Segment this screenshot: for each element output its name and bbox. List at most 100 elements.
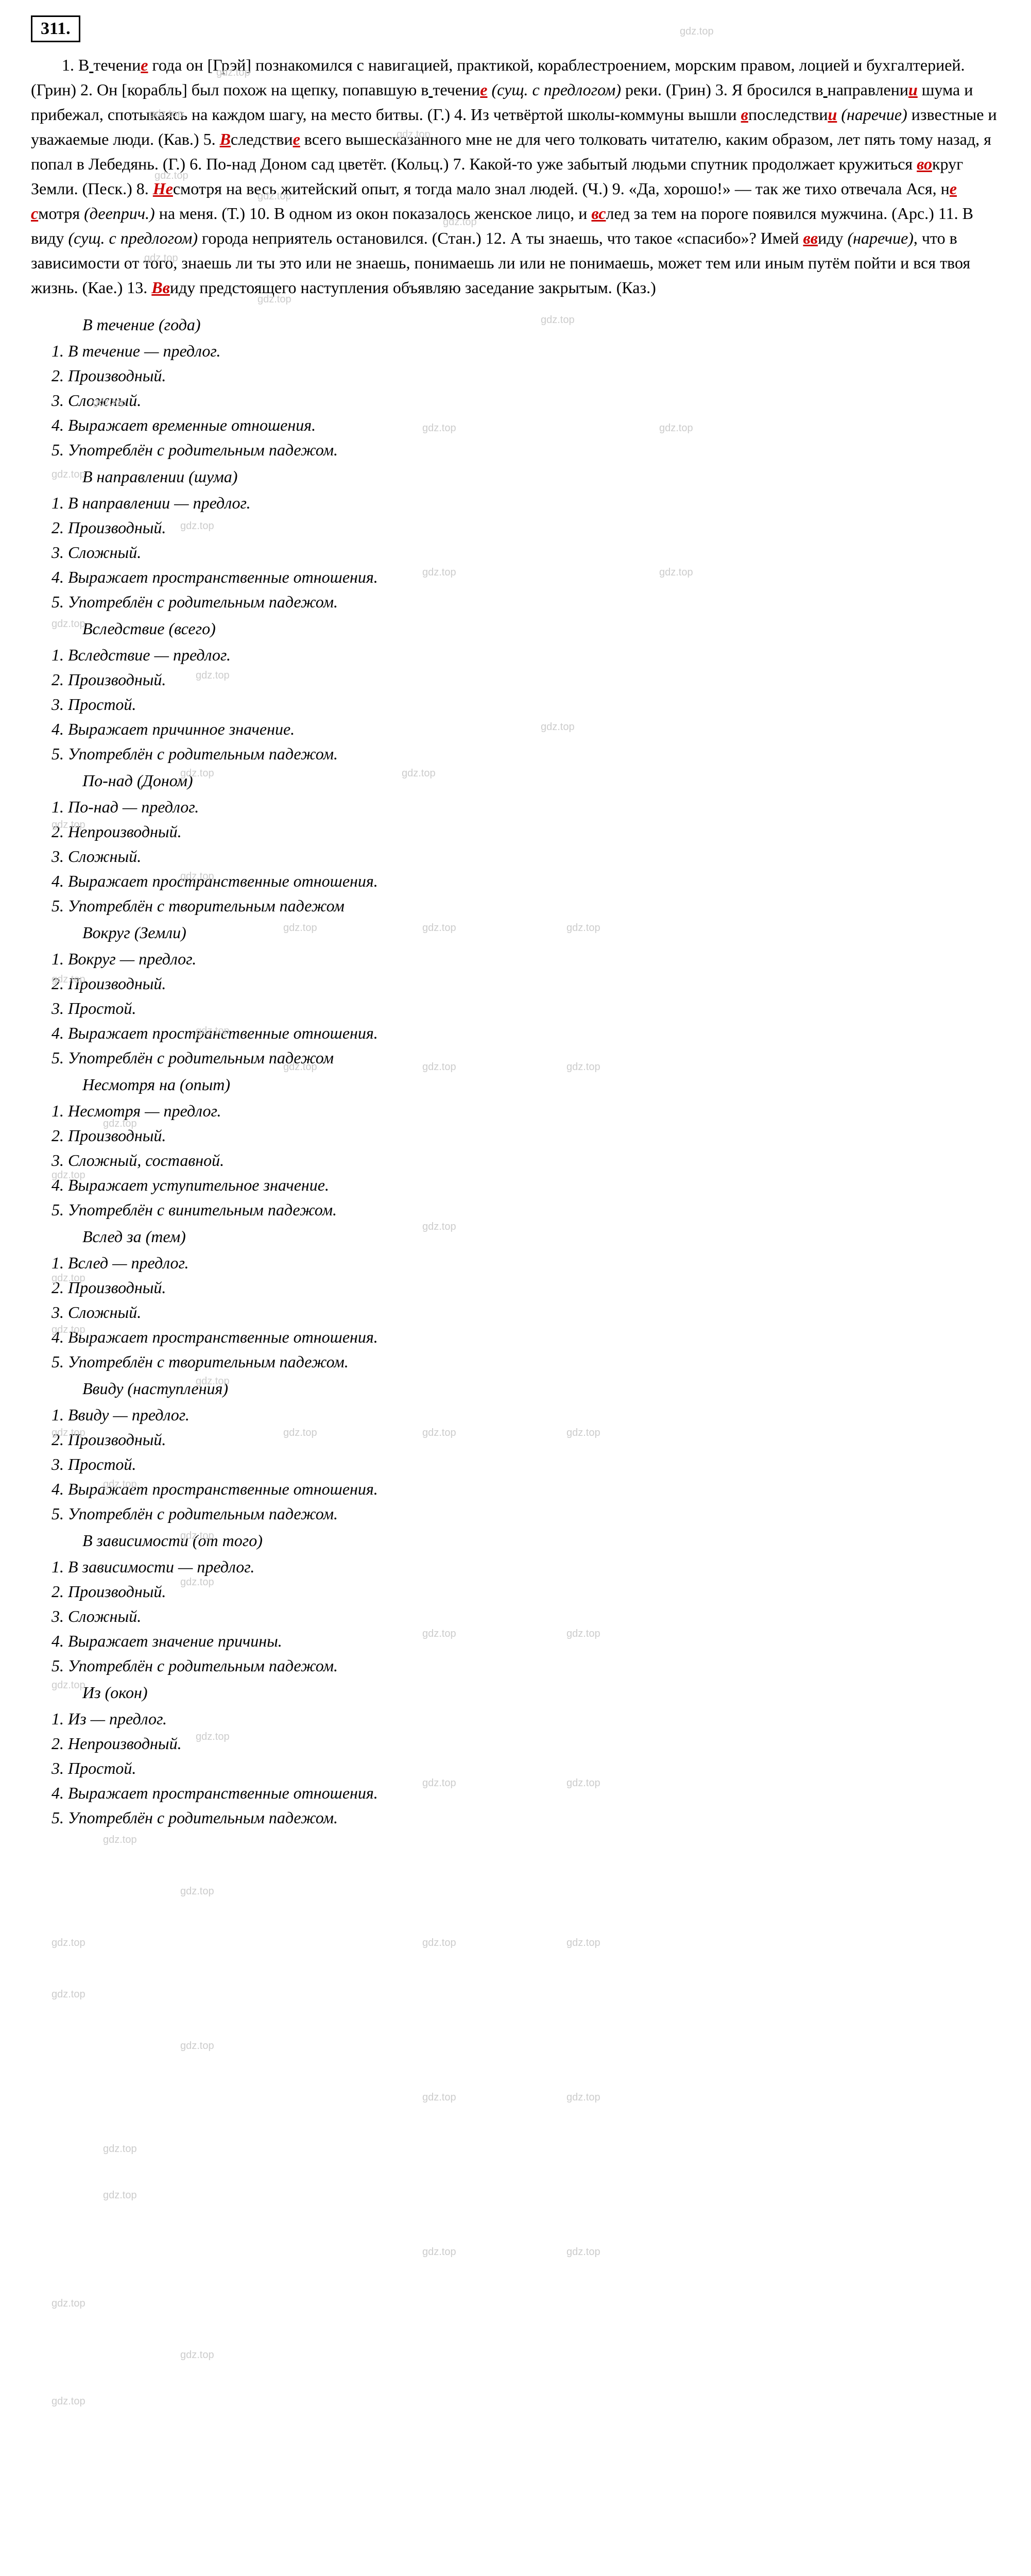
text-segment: (дееприч.) <box>84 204 155 223</box>
watermark-text: gdz.top <box>51 2298 85 2310</box>
analysis-item: 2. Непроизводный. <box>51 1731 1000 1756</box>
analysis-item: 5. Употреблён с творительным падежом. <box>51 1349 1000 1374</box>
main-paragraph: 1. В течение года он [Грэй] познакомился… <box>31 53 1000 300</box>
analysis-item: 4. Выражает пространственные отношения. <box>51 1477 1000 1501</box>
analysis-item: 5. Употреблён с родительным падежом. <box>51 741 1000 766</box>
analysis-item: 2. Производный. <box>51 1579 1000 1604</box>
text-segment: с <box>31 204 38 223</box>
watermark-text: gdz.top <box>103 1834 137 1846</box>
analysis-item: 4. Выражает пространственные отношения. <box>51 1325 1000 1349</box>
watermark-text: gdz.top <box>180 2349 214 2361</box>
analysis-item: 3. Простой. <box>51 1756 1000 1781</box>
watermark-text: gdz.top <box>566 1937 600 1949</box>
text-segment: иду <box>818 229 847 247</box>
text-segment: смотря на весь житейский опыт, я тогда м… <box>173 179 950 198</box>
text-segment: 1. В <box>62 56 89 74</box>
analysis-item: 1. Вследствие — предлог. <box>51 642 1000 667</box>
text-segment: Вв <box>151 278 170 297</box>
analysis-title: Несмотря на (опыт) <box>82 1075 1000 1094</box>
analysis-item: 2. Производный. <box>51 363 1000 388</box>
analysis-item: 2. Непроизводный. <box>51 819 1000 844</box>
analysis-item: 1. По-над — предлог. <box>51 794 1000 819</box>
analysis-title: Вокруг (Земли) <box>82 923 1000 942</box>
text-segment: В <box>220 130 231 148</box>
text-segment: реки. (Грин) 3. Я бросился в <box>621 80 823 99</box>
text-segment: мотря <box>38 204 84 223</box>
text-segment: течени <box>93 56 141 74</box>
text-segment: (наречие) <box>847 229 913 247</box>
analysis-item: 2. Производный. <box>51 971 1000 996</box>
analysis-item: 5. Употреблён с родительным падежом. <box>51 589 1000 614</box>
text-segment: е <box>950 179 957 198</box>
analysis-item: 5. Употреблён с родительным падежом. <box>51 1805 1000 1830</box>
analysis-item: 4. Выражает пространственные отношения. <box>51 1781 1000 1805</box>
text-segment: на меня. (Т.) 10. В одном из окон показа… <box>155 204 592 223</box>
analysis-title: Вслед за (тем) <box>82 1227 1000 1246</box>
analysis-item: 4. Выражает значение причины. <box>51 1629 1000 1653</box>
text-segment: вв <box>803 229 818 247</box>
analysis-item: 3. Сложный. <box>51 1604 1000 1629</box>
watermark-text: gdz.top <box>180 1886 214 1897</box>
text-segment: и <box>828 105 837 124</box>
watermark-text: gdz.top <box>422 1937 456 1949</box>
text-segment: течени <box>433 80 480 99</box>
analysis-item: 3. Сложный. <box>51 540 1000 565</box>
analysis-item: 4. Выражает уступительное значение. <box>51 1173 1000 1197</box>
analysis-title: В зависимости (от того) <box>82 1531 1000 1550</box>
watermark-text: gdz.top <box>422 2092 456 2104</box>
analysis-item: 2. Производный. <box>51 1275 1000 1300</box>
text-segment: и <box>908 80 918 99</box>
analysis-item: 5. Употреблён с родительным падежом. <box>51 437 1000 462</box>
text-segment: е <box>141 56 148 74</box>
analysis-item: 4. Выражает пространственные отношения. <box>51 565 1000 589</box>
text-segment: (сущ. с предлогом) <box>68 229 198 247</box>
analysis-item: 1. Вслед — предлог. <box>51 1250 1000 1275</box>
text-segment: города неприятель остановился. (Стан.) 1… <box>198 229 803 247</box>
analysis-item: 4. Выражает пространственные отношения. <box>51 869 1000 893</box>
analysis-title: В направлении (шума) <box>82 467 1000 486</box>
analysis-item: 2. Производный. <box>51 515 1000 540</box>
analysis-title: Вследствие (всего) <box>82 619 1000 638</box>
analysis-item: 3. Сложный. <box>51 844 1000 869</box>
text-segment: (наречие) <box>841 105 907 124</box>
analysis-title: Ввиду (наступления) <box>82 1379 1000 1398</box>
watermark-text: gdz.top <box>680 26 714 38</box>
main-text-block: 1. В течение года он [Грэй] познакомился… <box>31 53 1000 300</box>
analysis-item: 1. Несмотря — предлог. <box>51 1098 1000 1123</box>
watermark-text: gdz.top <box>422 2246 456 2258</box>
analysis-item: 4. Выражает временные отношения. <box>51 413 1000 437</box>
analysis-item: 5. Употреблён с родительным падежом. <box>51 1653 1000 1678</box>
analysis-item: 1. Ввиду — предлог. <box>51 1402 1000 1427</box>
analysis-item: 2. Производный. <box>51 667 1000 692</box>
text-segment: е <box>293 130 300 148</box>
analysis-item: 5. Употреблён с винительным падежом. <box>51 1197 1000 1222</box>
text-segment: в <box>741 105 748 124</box>
text-segment: направлени <box>828 80 908 99</box>
watermark-text: gdz.top <box>103 2190 137 2201</box>
watermark-text: gdz.top <box>566 2092 600 2104</box>
analysis-item: 3. Простой. <box>51 692 1000 717</box>
analysis-item: 4. Выражает пространственные отношения. <box>51 1021 1000 1045</box>
text-segment: вс <box>591 204 606 223</box>
analysis-item: 1. В направлении — предлог. <box>51 490 1000 515</box>
analysis-item: 2. Производный. <box>51 1427 1000 1452</box>
analysis-item: 3. Сложный. <box>51 1300 1000 1325</box>
analysis-item: 3. Сложный, составной. <box>51 1148 1000 1173</box>
text-segment: Не <box>153 179 173 198</box>
watermark-text: gdz.top <box>566 2246 600 2258</box>
analysis-title: Из (окон) <box>82 1683 1000 1702</box>
analysis-item: 3. Простой. <box>51 996 1000 1021</box>
analysis-item: 2. Производный. <box>51 1123 1000 1148</box>
analysis-item: 5. Употреблён с родительным падежом. <box>51 1501 1000 1526</box>
analysis-title: По-над (Доном) <box>82 771 1000 790</box>
text-segment: последстви <box>748 105 828 124</box>
text-segment: лед за тем на пороге появился мужчина. (… <box>606 204 973 223</box>
analysis-item: 3. Простой. <box>51 1452 1000 1477</box>
analysis-item: 1. Вокруг — предлог. <box>51 946 1000 971</box>
watermark-text: gdz.top <box>51 1989 85 2001</box>
text-segment <box>823 80 828 99</box>
watermark-text: gdz.top <box>51 1937 85 1949</box>
text-segment: е <box>480 80 487 99</box>
exercise-number: 311. <box>31 15 80 42</box>
analysis-item: 5. Употреблён с творительным падежом <box>51 893 1000 918</box>
